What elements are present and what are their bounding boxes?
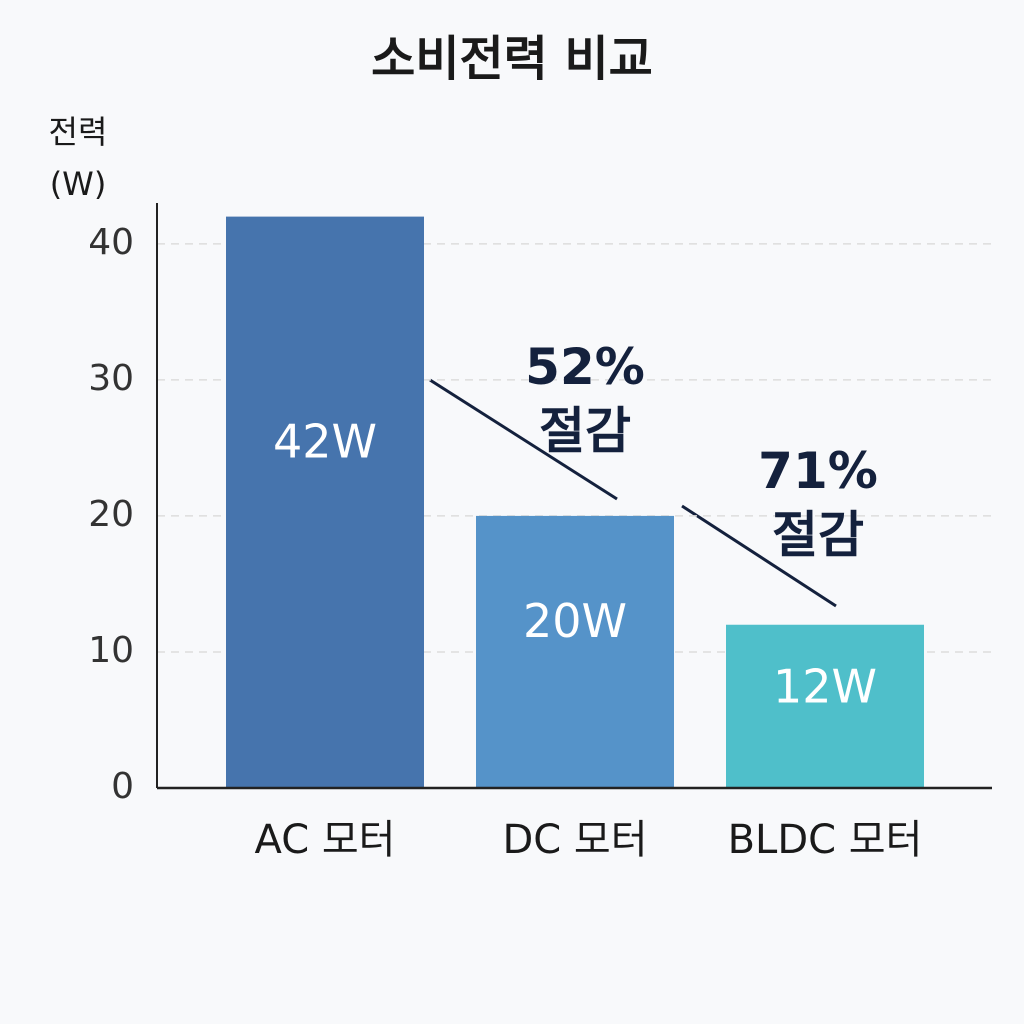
connector <box>681 504 837 608</box>
annotation: 71% 절감 <box>758 442 878 564</box>
y-axis-label: 전력 (W) <box>49 113 108 203</box>
y-tick-label: 30 <box>88 358 134 399</box>
annotation-line: 절감 <box>539 402 631 460</box>
bar <box>476 515 674 788</box>
y-tick-label: 40 <box>88 222 134 263</box>
value-label: 12W <box>773 660 877 714</box>
annotation-line: 52% <box>525 338 645 396</box>
value-label: 20W <box>523 594 627 648</box>
x-tick-label: AC 모터 <box>255 817 396 863</box>
bar <box>226 216 424 789</box>
y-tick-label: 10 <box>88 630 134 671</box>
annotation-line: 절감 <box>772 506 864 564</box>
y-tick-label: 20 <box>88 494 134 535</box>
y-tick-label: 0 <box>111 766 134 807</box>
annotation-line: 71% <box>758 442 878 500</box>
x-tick-label: BLDC 모터 <box>728 817 923 863</box>
value-label: 42W <box>273 415 377 469</box>
x-tick-label: DC 모터 <box>502 817 647 863</box>
annotation: 52% 절감 <box>525 338 645 460</box>
bar <box>726 624 924 788</box>
chart-title: 소비전력 비교 <box>371 31 653 87</box>
connector <box>429 378 618 501</box>
